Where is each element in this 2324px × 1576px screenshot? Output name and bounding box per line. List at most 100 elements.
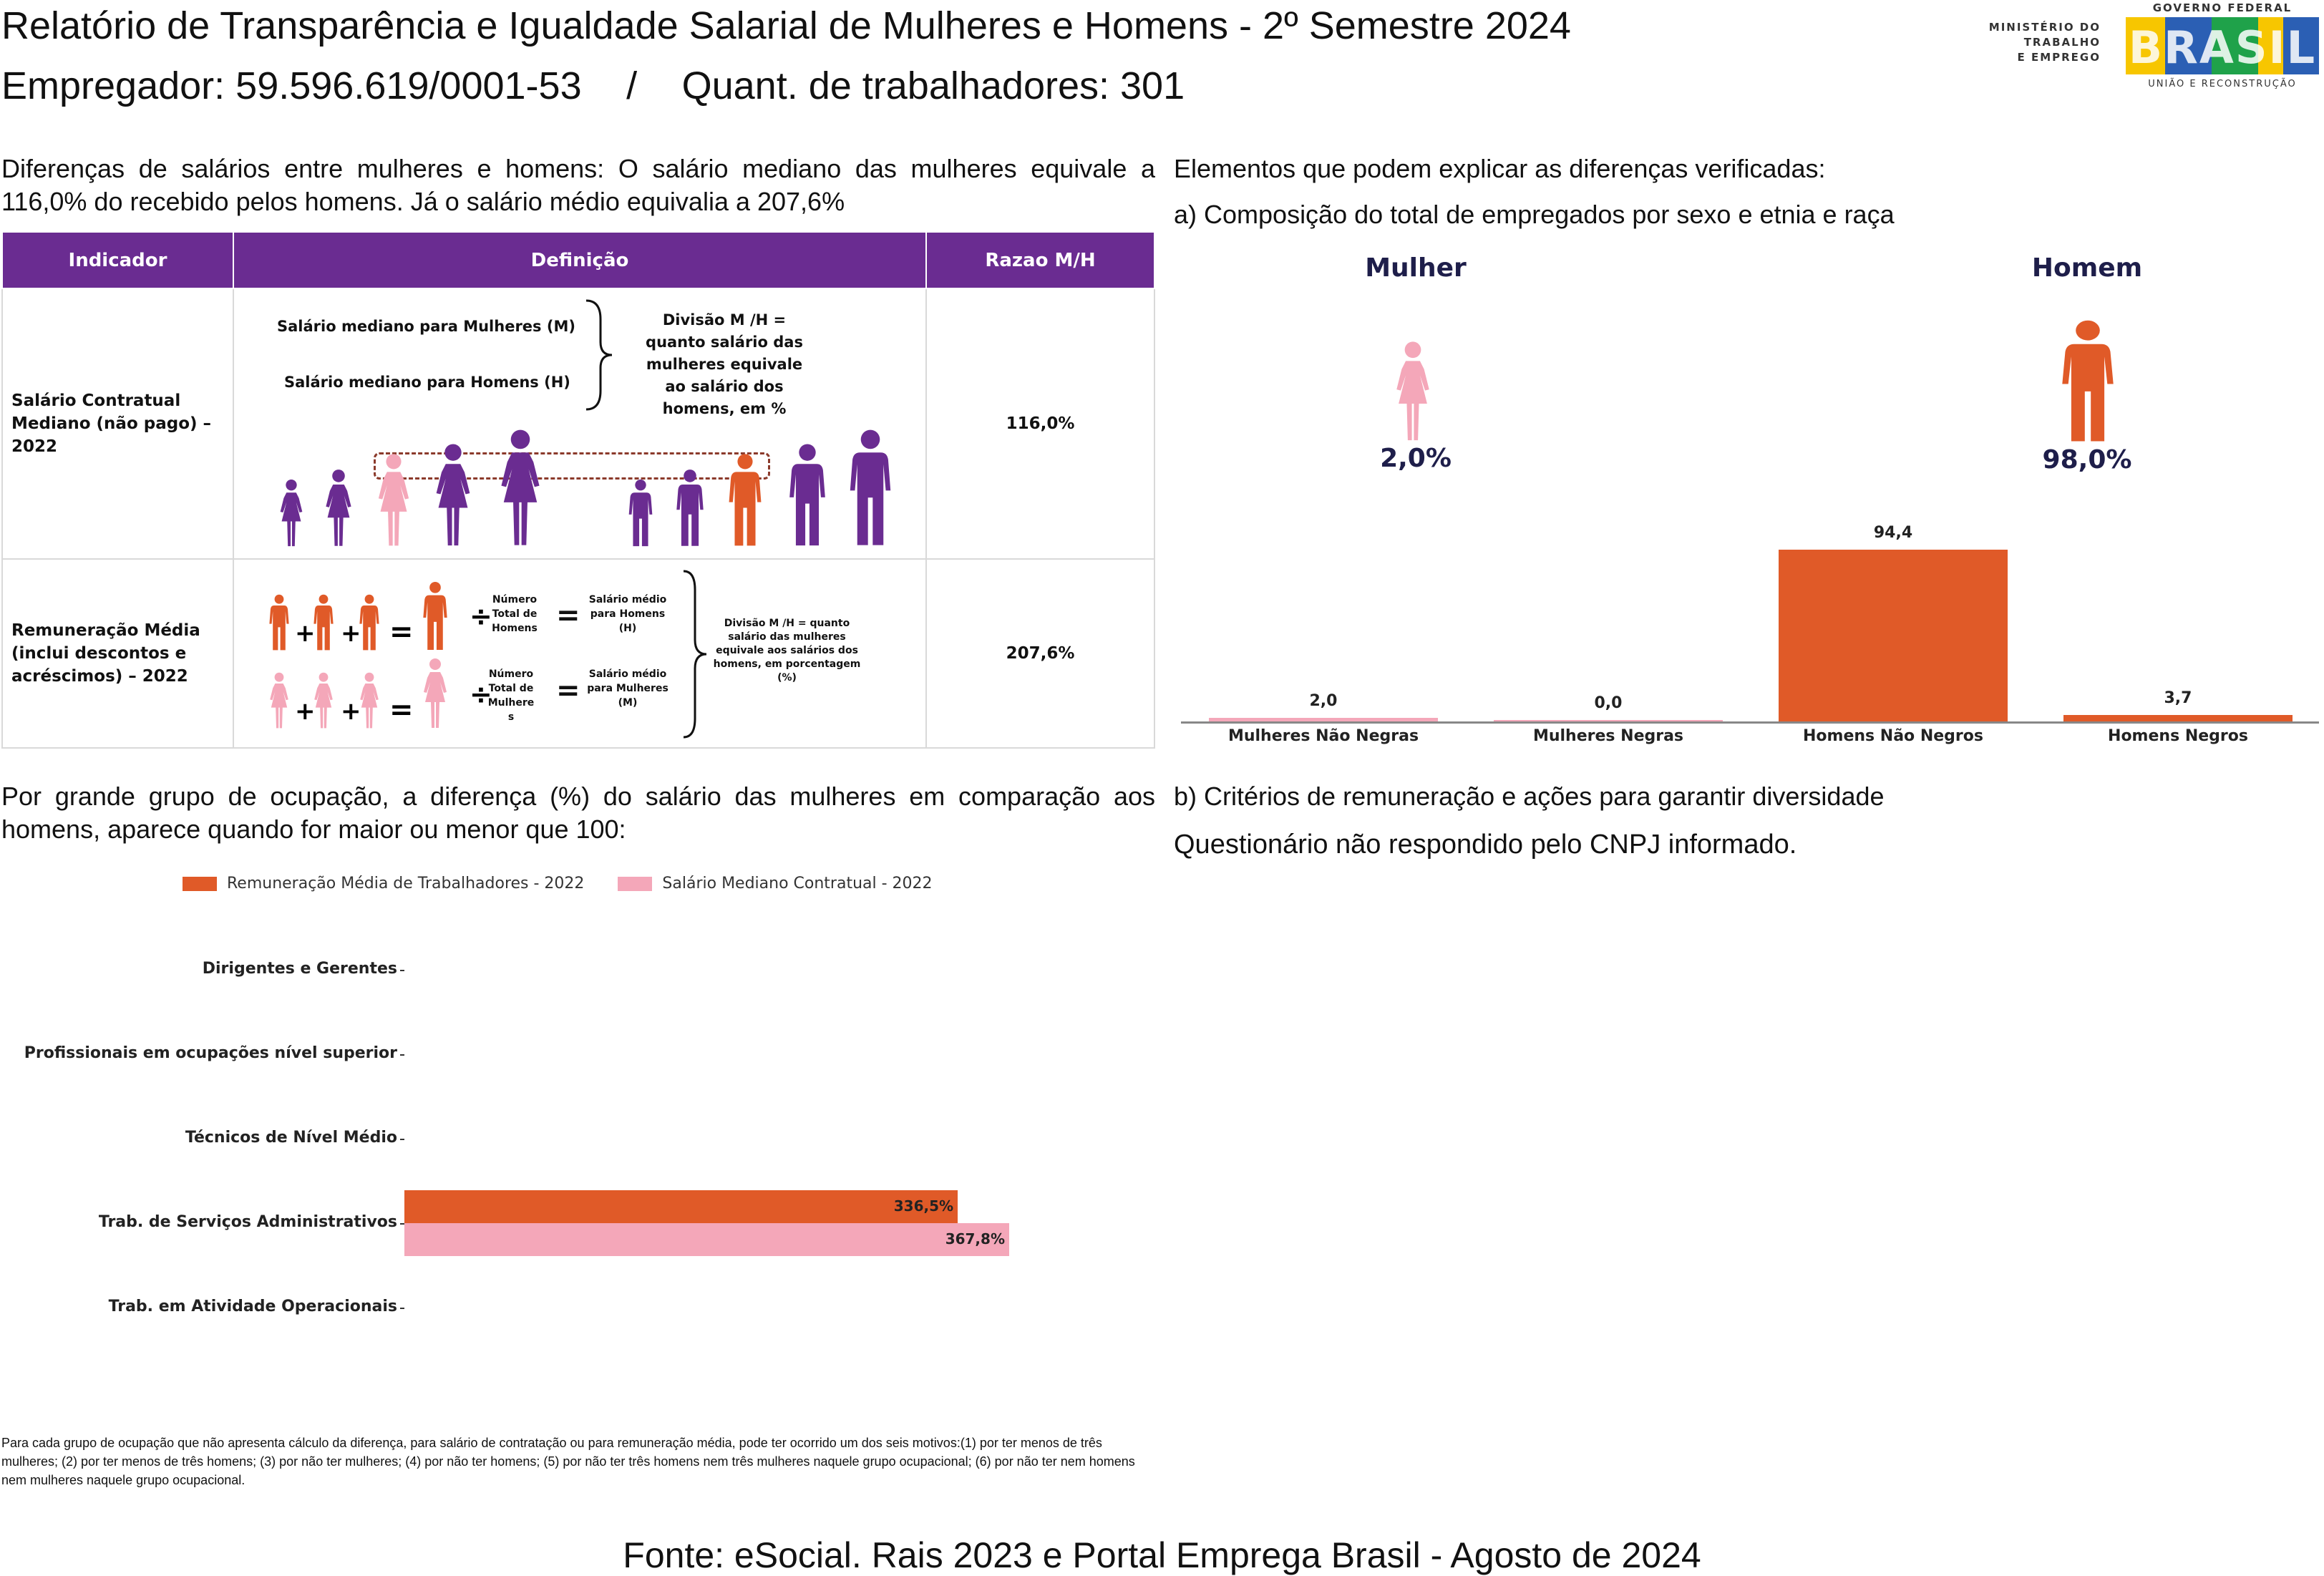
composition-axis-line [1181,721,2319,724]
brace-icon-2 [683,570,707,739]
questionnaire-note: Questionário não respondido pelo CNPJ in… [1174,830,1797,860]
svg-text:÷: ÷ [470,678,492,710]
avg-women: Salário médio para Mulheres (M) [587,668,668,709]
def-women-median: Salário mediano para Mulheres (M) [277,318,575,335]
salary-intro: Diferenças de salários entre mulheres e … [1,154,1155,216]
svg-text:=: = [389,616,414,648]
occupation-axis-tick [400,1223,404,1225]
brasil-wordmark: BRASIL [2126,17,2319,74]
men-figures-icon [628,429,891,547]
composition-category-label: Homens Não Negros [1803,727,1983,745]
separator: / [626,64,638,107]
avg-men: Salário médio para Homens (H) [588,594,667,634]
legend-item-avg: Remuneração Média de Trabalhadores - 202… [183,875,584,892]
legend-item-median: Salário Mediano Contratual - 2022 [618,875,933,892]
men-percent: 98,0% [2042,445,2132,475]
occupation-footnote: Para cada grupo de ocupação que não apre… [1,1436,1135,1487]
composition-chart: 2,0 Mulheres Não Negras 0,0 Mulheres Negras… [1181,524,2319,751]
composition-category-label: Mulheres Negras [1532,727,1684,745]
report-title: Relatório de Transparência e Igualdade S… [1,4,1571,47]
def-men-median: Salário mediano para Homens (H) [284,374,570,391]
slogan: UNIÃO E RECONSTRUÇÃO [2148,79,2297,89]
header-definition: Definição [233,231,927,289]
composition-value-label: 3,7 [2164,689,2192,707]
total-men: Número Total de Homens [492,594,538,634]
source-footer: Fonte: eSocial. Rais 2023 e Portal Empre… [623,1535,1701,1575]
employer-label: Empregador: 59.596.619/0001-53 [1,64,582,107]
ministry-line-2: TRABALHO [2023,36,2101,49]
composition-value-label: 94,4 [1873,524,1913,542]
svg-text:+: + [295,697,316,726]
legend-swatch-avg [183,877,217,891]
svg-text:=: = [389,694,414,726]
occupation-category-label: Dirigentes e Gerentes [202,960,397,978]
gov-line: GOVERNO FEDERAL [2152,1,2293,14]
svg-text:+: + [295,619,316,648]
composition-category-label: Mulheres Não Negras [1227,727,1419,745]
brasil-color-block-4 [2258,17,2287,74]
ministry-line-3: E EMPREGO [2017,51,2101,64]
workers-label: Quant. de trabalhadores: 301 [681,64,1185,107]
criteria-heading: b) Critérios de remuneração e ações para… [1174,782,1885,811]
woman-icon [1396,341,1429,441]
right-heading: Elementos que podem explicar as diferenç… [1174,154,1826,183]
occupation-bar [404,1190,958,1223]
occupation-category-label: Técnicos de Nível Médio [185,1129,397,1147]
men-label: Homem [2031,253,2143,283]
gov-logo: GOVERNO FEDERAL BRASIL UNIÃO E RECONSTRU… [2126,1,2319,89]
report-subtitle: Empregador: 59.596.619/0001-53 / Quant. de… [1,64,1185,107]
legend-label-avg: Remuneração Média de Trabalhadores - 202… [227,875,585,892]
occupation-axis-tick [400,970,404,971]
ministry-logo: MINISTÉRIO DO TRABALHO E EMPREGO [1972,20,2101,65]
occupation-bar [404,1223,1009,1256]
occupation-value-label: 336,5% [893,1197,954,1215]
composition-value-label: 0,0 [1594,694,1623,712]
brasil-color-block-2 [2165,17,2215,74]
occupation-chart: Dirigentes e Gerentes Profissionais em oc… [0,930,1159,1331]
legend-label-median: Salário Mediano Contratual - 2022 [662,875,933,892]
occupation-legend: Remuneração Média de Trabalhadores - 202… [183,875,933,892]
ratio-median: 116,0% [925,288,1155,560]
svg-text:+: + [341,697,361,726]
ratio-average: 207,6% [925,558,1155,749]
women-sum-icon: + + = ÷ [270,658,492,729]
composition-bar [1494,720,1723,721]
definition-median-cell: Salário mediano para Mulheres (M) Salári… [233,288,927,560]
occupation-category-label: Profissionais em ocupações nível superio… [24,1044,397,1062]
definition-average-cell: + + = ÷ + + = [233,558,927,749]
brasil-color-block-5 [2283,17,2319,74]
composition-heading: a) Composição do total de empregados por… [1174,200,1895,229]
indicator-average: Remuneração Média (inclui descontos e ac… [1,558,234,749]
composition-bar [1209,717,1438,721]
brasil-text: BRASIL [2128,21,2317,74]
brasil-color-block-1 [2126,17,2169,74]
legend-swatch-median [618,877,653,891]
occupation-value-label: 367,8% [945,1230,1005,1247]
composition-value-label: 2,0 [1309,691,1338,710]
occupation-axis-tick [400,1139,404,1140]
ministry-line-1: MINISTÉRIO DO [1988,21,2101,34]
man-icon [2062,320,2114,442]
def-division-median: Divisão M /H = quanto salário das mulher… [646,311,803,417]
men-sum-icon: + + = ÷ [269,581,492,651]
equals-icon-2: = [556,674,580,707]
indicator-median: Salário Contratual Mediano (não pago) – … [1,288,234,560]
svg-text:+: + [341,619,361,648]
women-percent: 2,0% [1380,444,1452,473]
definition-median: Salário mediano para Mulheres (M) Salári… [234,289,925,558]
women-label: Mulher [1365,253,1467,283]
definition-average: + + = ÷ + + = [234,560,925,747]
occupation-intro: Por grande grupo de ocupação, a diferenç… [1,782,1155,844]
header-ratio: Razao M/H [925,231,1155,289]
occupation-category-label: Trab. em Atividade Operacionais [108,1298,397,1315]
occupation-category-label: Trab. de Serviços Administrativos [98,1213,397,1231]
composition-bar [2063,714,2293,721]
women-figures-icon [280,429,540,547]
def-division-average: Divisão M /H = quanto salário das mulher… [713,618,861,684]
occupation-axis-tick [400,1054,404,1056]
header-indicator: Indicador [1,231,234,289]
indicator-table: Indicador Definição Razao M/H Salário Co… [1,231,1155,749]
composition-category-label: Homens Negros [2108,727,2248,745]
median-highlight-box [374,452,770,480]
brace-icon [585,299,613,411]
